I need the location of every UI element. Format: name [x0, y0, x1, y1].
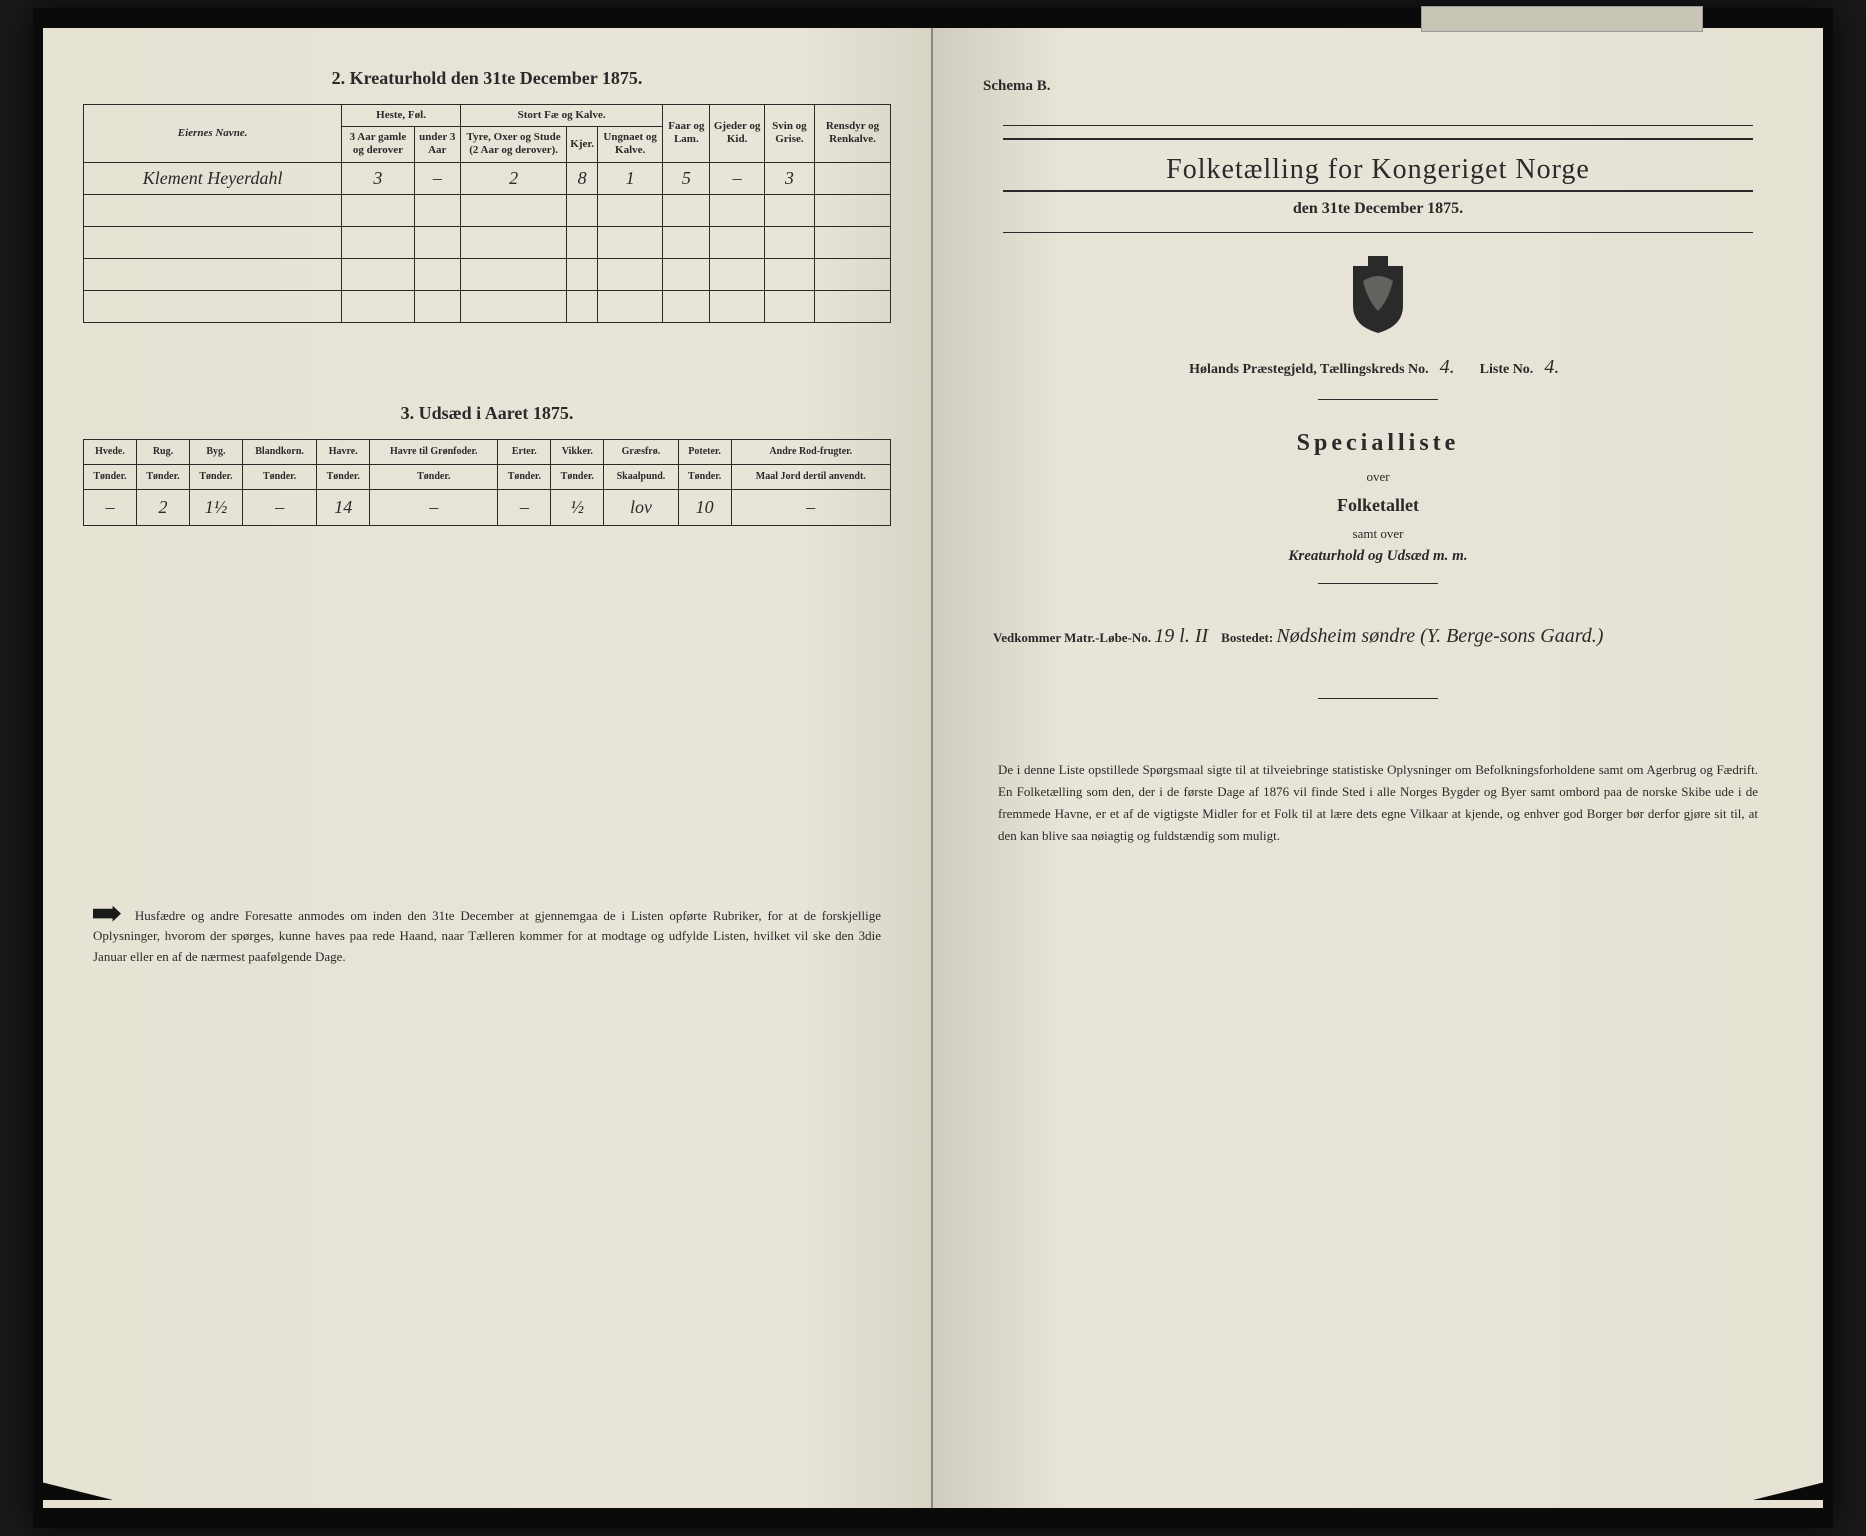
bosted-label: Bostedet: [1221, 630, 1273, 645]
th-cattle-3: Ungnaet og Kalve. [598, 127, 663, 162]
table-row-empty [84, 226, 891, 258]
samt-label: samt over [973, 526, 1783, 542]
th-unit: Tønder. [370, 464, 498, 489]
seed-table: Hvede. Rug. Byg. Blandkorn. Havre. Havre… [83, 439, 891, 526]
kreatur-label: Kreaturhold og Udsæd m. m. [973, 548, 1783, 565]
cell: – [710, 162, 764, 194]
table1-title: 2. Kreaturhold den 31te December 1875. [83, 68, 891, 89]
bosted-value: Nødsheim søndre (Y. Berge-sons Gaard.) [1276, 625, 1603, 647]
page-tab [1421, 6, 1703, 32]
folketallet-label: Folketallet [973, 495, 1783, 516]
cell: 3 [342, 162, 414, 194]
right-page: Schema B. Folketælling for Kongeriget No… [933, 28, 1823, 1508]
footer-text: Husfædre og andre Foresatte anmodes om i… [93, 908, 881, 965]
th: Poteter. [678, 439, 731, 464]
cell: lov [604, 489, 678, 525]
property-line: Vedkommer Matr.-Løbe-No. 19 l. II Bosted… [993, 614, 1763, 658]
th: Blandkorn. [242, 439, 316, 464]
th: Rug. [136, 439, 189, 464]
specialliste-title: Specialliste [973, 430, 1783, 457]
th-unit: Tønder. [678, 464, 731, 489]
table-row: Klement Heyerdahl 3 – 2 8 1 5 – 3 [84, 162, 891, 194]
cell: 2 [136, 489, 189, 525]
parish-no: 4. [1432, 356, 1462, 379]
title-box: Folketælling for Kongeriget Norge den 31… [1003, 125, 1753, 233]
cell: 10 [678, 489, 731, 525]
cell: 1 [598, 162, 663, 194]
th-sheep: Faar og Lam. [663, 105, 710, 163]
cell [815, 162, 891, 194]
th: Græsfrø. [604, 439, 678, 464]
cell: 2 [460, 162, 566, 194]
left-page: 2. Kreaturhold den 31te December 1875. E… [43, 28, 933, 1508]
cell: – [414, 162, 460, 194]
th-horses-2: under 3 Aar [414, 127, 460, 162]
th-cattle-1: Tyre, Oxer og Stude (2 Aar og derover). [460, 127, 566, 162]
cell: 14 [317, 489, 370, 525]
th: Havre. [317, 439, 370, 464]
th-goats: Gjeder og Kid. [710, 105, 764, 163]
th-cattle: Stort Fæ og Kalve. [460, 105, 662, 127]
main-title: Folketælling for Kongeriget Norge [1003, 138, 1753, 192]
th-unit: Tønder. [242, 464, 316, 489]
cell-owner: Klement Heyerdahl [84, 162, 342, 194]
divider [1318, 698, 1438, 699]
parish-label: Hølands Præstegjeld, Tællingskreds No. [1189, 362, 1428, 377]
table-row: – 2 1½ – 14 – – ½ lov 10 – [84, 489, 891, 525]
schema-label: Schema B. [983, 78, 1783, 95]
pointer-icon [93, 906, 121, 922]
th: Erter. [498, 439, 551, 464]
th-unit: Tønder. [498, 464, 551, 489]
th: Andre Rod-frugter. [731, 439, 890, 464]
list-no: 4. [1537, 356, 1567, 379]
th-unit: Tønder. [551, 464, 604, 489]
cell: – [370, 489, 498, 525]
cell: – [242, 489, 316, 525]
th-unit: Tønder. [136, 464, 189, 489]
table-row-empty [84, 290, 891, 322]
left-footer-note: Husfædre og andre Foresatte anmodes om i… [83, 906, 891, 968]
th-horses: Heste, Føl. [342, 105, 461, 127]
table-row-empty [84, 194, 891, 226]
divider [1318, 583, 1438, 584]
th-horses-1: 3 Aar gamle og derover [342, 127, 414, 162]
parish-line: Hølands Præstegjeld, Tællingskreds No. 4… [973, 356, 1783, 379]
document-book: 2. Kreaturhold den 31te December 1875. E… [33, 8, 1833, 1528]
cell: – [84, 489, 137, 525]
th-unit: Tønder. [189, 464, 242, 489]
th-reindeer: Rensdyr og Renkalve. [815, 105, 891, 163]
th: Hvede. [84, 439, 137, 464]
th: Byg. [189, 439, 242, 464]
th-cattle-2: Kjer. [567, 127, 598, 162]
over-label: over [973, 469, 1783, 485]
cell: ½ [551, 489, 604, 525]
th: Vikker. [551, 439, 604, 464]
cell: – [498, 489, 551, 525]
th-unit: Skaalpund. [604, 464, 678, 489]
divider [1318, 399, 1438, 400]
cell: 1½ [189, 489, 242, 525]
matr-no: 19 l. II [1154, 625, 1208, 647]
coat-of-arms-icon [1343, 251, 1413, 336]
table-row-empty [84, 258, 891, 290]
th: Havre til Grønfoder. [370, 439, 498, 464]
page-corner [33, 1450, 113, 1500]
th-pigs: Svin og Grise. [764, 105, 814, 163]
subtitle: den 31te December 1875. [1003, 200, 1753, 218]
list-label: Liste No. [1480, 362, 1534, 377]
th-unit: Tønder. [317, 464, 370, 489]
th-unit: Tønder. [84, 464, 137, 489]
right-footer-text: De i denne Liste opstillede Spørgsmaal s… [998, 759, 1758, 847]
cell: 8 [567, 162, 598, 194]
livestock-table: Eiernes Navne. Heste, Føl. Stort Fæ og K… [83, 104, 891, 323]
th-owner: Eiernes Navne. [84, 105, 342, 163]
cell: – [731, 489, 890, 525]
page-corner [1753, 1450, 1833, 1500]
matr-label: Vedkommer Matr.-Løbe-No. [993, 630, 1151, 645]
cell: 5 [663, 162, 710, 194]
cell: 3 [764, 162, 814, 194]
th-unit: Maal Jord dertil anvendt. [731, 464, 890, 489]
table2-title: 3. Udsæd i Aaret 1875. [83, 403, 891, 424]
